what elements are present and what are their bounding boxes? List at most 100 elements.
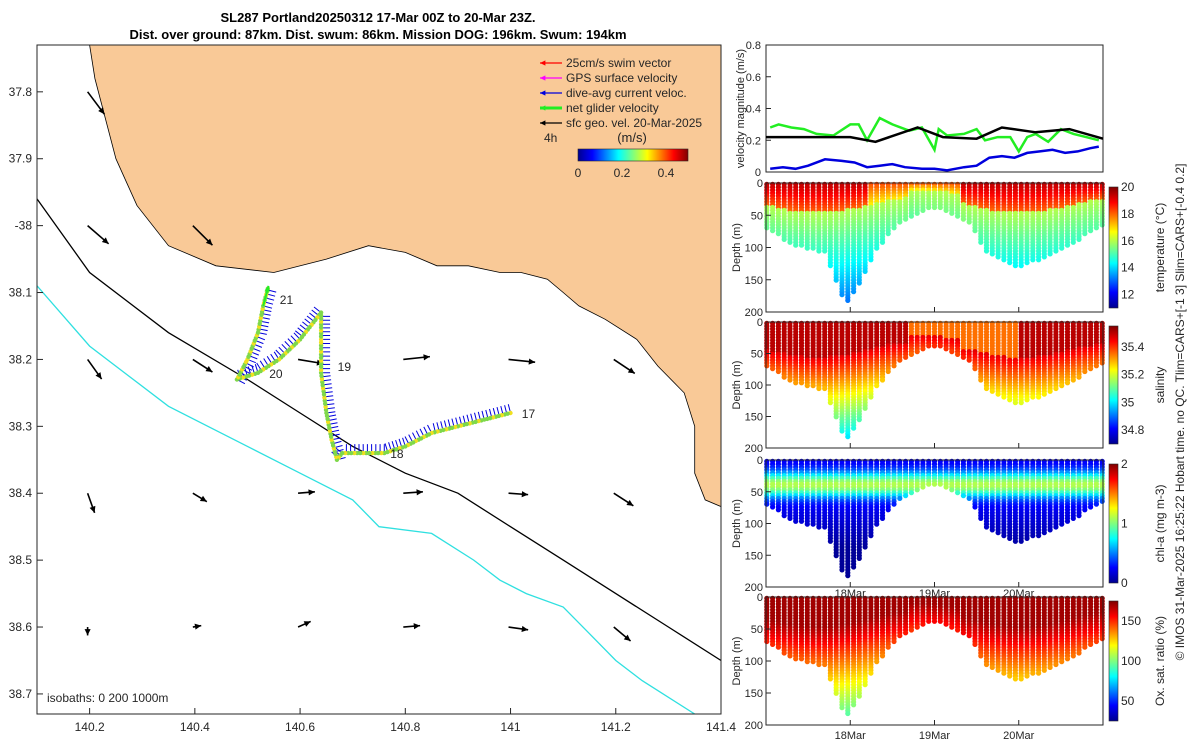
section-y-tick-label: 150 (745, 550, 763, 562)
section-sample-point (943, 484, 949, 490)
section-sample-point (1030, 533, 1036, 539)
velocity-frame (765, 44, 1104, 173)
section-sample-point (851, 425, 857, 431)
section-sample-point (903, 216, 909, 222)
section-sample-point (891, 501, 897, 507)
section-sample-point (879, 377, 886, 383)
section-sample-point (1082, 368, 1088, 375)
track-day-label: 17 (522, 407, 536, 421)
arrow-head (205, 238, 213, 246)
legend-arrow (540, 105, 562, 111)
section-sample-point (1036, 257, 1042, 263)
section-sample-point (931, 343, 938, 349)
velocity-y-tick-label: 0.2 (746, 135, 761, 147)
arrow-head (521, 625, 529, 632)
geo-velocity-vectors (84, 91, 636, 642)
glider-track (234, 285, 513, 462)
colorbar-label: (m/s) (617, 130, 647, 145)
section-y-label: Depth (m) (731, 223, 743, 272)
section-sample-point (1064, 242, 1071, 248)
section-variable-label: chl-a (mg m-3) (1153, 484, 1167, 562)
map-y-tick-label: 38.1 (9, 286, 33, 300)
section-y-tick-label: 0 (757, 317, 763, 329)
section-sample-point (972, 366, 978, 372)
section-sample-point (931, 481, 938, 487)
legend-label: dive-avg current veloc. (566, 86, 687, 100)
section-sample-point (891, 363, 897, 369)
section-sample-point (833, 414, 839, 420)
section-sample-point (937, 343, 943, 349)
geo-vector-arrow (403, 489, 423, 496)
section-sample-point (897, 357, 903, 363)
section-sample-point (960, 493, 967, 499)
section-sample-point (816, 524, 822, 530)
section-sample-point (856, 555, 862, 562)
arrow-head (626, 499, 634, 506)
section-sample-point (1036, 533, 1042, 539)
section-y-tick-label: 100 (745, 380, 763, 392)
section-sample-point (856, 693, 862, 699)
velocity-y-tick-label: 0 (755, 167, 761, 179)
track-point (318, 346, 324, 351)
section-sample-point (827, 400, 834, 406)
section-sample-point (793, 518, 799, 524)
arrow-head (89, 505, 96, 513)
track-day-label: 20 (269, 367, 283, 381)
section-sample-point (839, 292, 845, 298)
section-sample-point (1012, 263, 1019, 269)
section-sample-point (1099, 222, 1105, 228)
legend-note: 4h (544, 131, 557, 145)
section-sample-point (926, 204, 932, 211)
isobath-200m (37, 198, 721, 662)
section-colorbar (1108, 325, 1119, 445)
net-velocity-arrow (262, 285, 270, 307)
arrow-head (623, 634, 631, 642)
section-sample-point (810, 383, 816, 389)
arrow-head (540, 105, 546, 111)
section-sample-point (955, 490, 961, 496)
section-sample-point (908, 490, 915, 496)
map-colorbar-tick-label: 0.4 (658, 166, 675, 180)
geo-vector-arrow (192, 492, 208, 503)
isobath-1000m (37, 285, 696, 714)
section-y-label: Depth (m) (731, 361, 743, 410)
section-sample-point (827, 676, 834, 682)
section-sample-point (856, 280, 862, 286)
section-sample-point (989, 388, 995, 394)
map-x-tick-label: 140.4 (180, 720, 210, 734)
section-sample-point (1047, 388, 1053, 394)
section-sample-point (816, 248, 822, 254)
map-colorbar-ticks: 0 0.2 0.4 (575, 166, 675, 180)
map-colorbar-tick-label: 0.2 (614, 166, 631, 180)
section-sample-point (983, 248, 990, 254)
section-sample-point (1012, 538, 1019, 544)
section-sample-point (775, 231, 782, 237)
velocity-y-tick-label: 0.8 (746, 40, 761, 52)
section-y-tick-label: 200 (745, 582, 763, 594)
section-sample-point (1012, 400, 1019, 406)
arrow-head (101, 237, 109, 244)
geo-vector-arrow (508, 358, 536, 365)
section-sample-point (1059, 245, 1065, 251)
map-y-tick-label: 38.4 (9, 486, 33, 500)
section-sample-point (949, 210, 955, 216)
arrow-head (627, 367, 635, 374)
section-sample-point (914, 487, 920, 493)
section-sample-point (804, 521, 810, 527)
section-sample-point (822, 524, 828, 530)
section-sample-point (822, 385, 828, 392)
arrow-head (84, 629, 91, 636)
section-sample-point (926, 618, 932, 624)
section-sample-point (845, 573, 851, 579)
arrow-head (264, 285, 270, 292)
section-sample-point (770, 366, 776, 372)
arrow-head (528, 358, 536, 365)
geo-vector-arrow (86, 358, 103, 380)
legend-label: sfc geo. vel. 20-Mar-2025 (566, 116, 702, 130)
section-sample-point (798, 518, 805, 524)
section-sample-point (903, 354, 909, 360)
section-sample-point (1001, 394, 1007, 400)
arrow-head (521, 491, 529, 498)
geo-vector-arrow (297, 620, 312, 628)
